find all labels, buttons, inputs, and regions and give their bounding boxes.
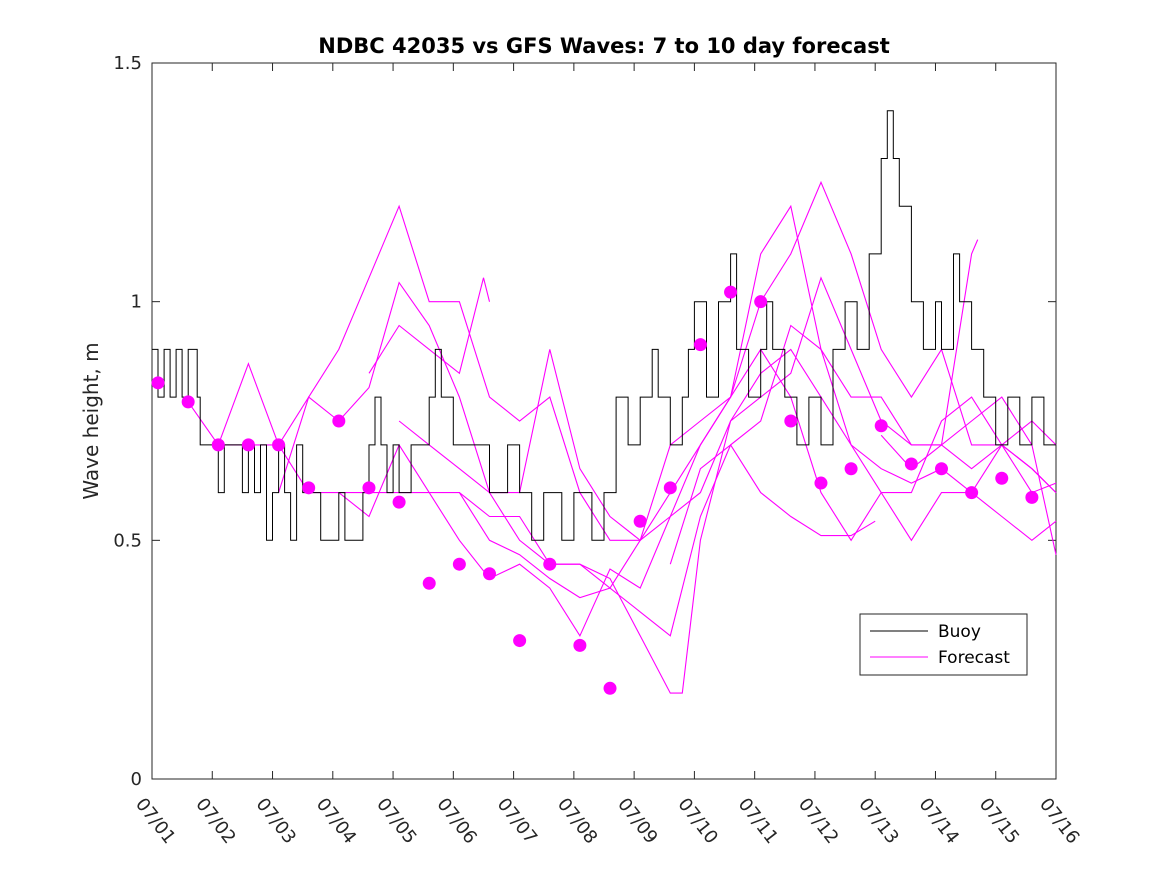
forecast-line <box>669 444 876 565</box>
forecast-point <box>272 438 286 452</box>
forecast-point <box>543 557 557 571</box>
forecast-point <box>211 438 225 452</box>
plot-area: 0 0.5 1 1.5 07/01 07/02 07/03 07/04 07/05 07/06 07… <box>113 53 1083 848</box>
x-tick-label: 07/16 <box>1035 794 1083 848</box>
x-tick-label: 07/11 <box>734 794 782 848</box>
forecast-point <box>422 576 436 590</box>
y-axis-label: Wave height, m <box>79 342 103 499</box>
forecast-point <box>965 486 979 500</box>
forecast-point <box>663 481 677 495</box>
forecast-line <box>398 239 979 589</box>
forecast-point <box>874 419 888 433</box>
forecast-point <box>573 638 587 652</box>
forecast-point <box>181 395 195 409</box>
forecast-point <box>151 376 165 390</box>
forecast-point <box>934 462 948 476</box>
x-tick-label: 07/12 <box>794 794 842 848</box>
forecast-point <box>603 681 617 695</box>
forecast-point <box>995 471 1009 485</box>
y-tick-label: 1 <box>131 292 142 313</box>
y-tick-label: 1.5 <box>113 53 142 74</box>
forecast-line <box>459 348 1057 694</box>
forecast-point <box>452 557 466 571</box>
legend-box <box>859 613 1028 676</box>
x-tick-label: 07/13 <box>854 794 902 848</box>
forecast-point <box>241 438 255 452</box>
buoy-line <box>152 110 1056 541</box>
forecast-point <box>482 567 496 581</box>
forecast-point <box>392 495 406 509</box>
x-tick-label: 07/15 <box>975 794 1023 848</box>
forecast-line <box>368 277 491 375</box>
y-tick-label: 0.5 <box>113 530 142 551</box>
x-tick-label: 07/03 <box>252 794 300 848</box>
forecast-point <box>784 414 798 428</box>
forecast-point <box>633 514 647 528</box>
forecast-point <box>1025 490 1039 504</box>
chart-title: NDBC 42035 vs GFS Waves: 7 to 10 day for… <box>318 34 889 58</box>
x-tick-label: 07/14 <box>915 794 963 848</box>
legend-buoy-label: Buoy <box>938 622 981 642</box>
forecast-point <box>904 457 918 471</box>
x-tick-label: 07/02 <box>191 794 239 848</box>
x-tick-label: 07/10 <box>673 794 721 848</box>
forecast-line <box>187 348 1057 637</box>
forecast-point <box>332 414 346 428</box>
legend: Buoy Forecast <box>859 613 1028 676</box>
x-tick-label: 07/06 <box>432 794 480 848</box>
forecast-point <box>513 634 527 648</box>
forecast-point <box>814 476 828 490</box>
legend-forecast-label: Forecast <box>938 648 1010 668</box>
x-tick-label: 07/01 <box>131 794 179 848</box>
x-tick-label: 07/04 <box>312 794 360 848</box>
forecast-point <box>844 462 858 476</box>
forecast-point <box>724 285 738 299</box>
forecast-point <box>754 295 768 309</box>
x-tick-label: 07/08 <box>553 794 601 848</box>
x-tick-label: 07/05 <box>372 794 420 848</box>
x-tick-label: 07/09 <box>613 794 661 848</box>
forecast-point <box>362 481 376 495</box>
forecast-point <box>693 338 707 352</box>
y-tick-label: 0 <box>131 769 142 790</box>
x-tick-label: 07/07 <box>493 794 541 848</box>
forecast-point <box>302 481 316 495</box>
